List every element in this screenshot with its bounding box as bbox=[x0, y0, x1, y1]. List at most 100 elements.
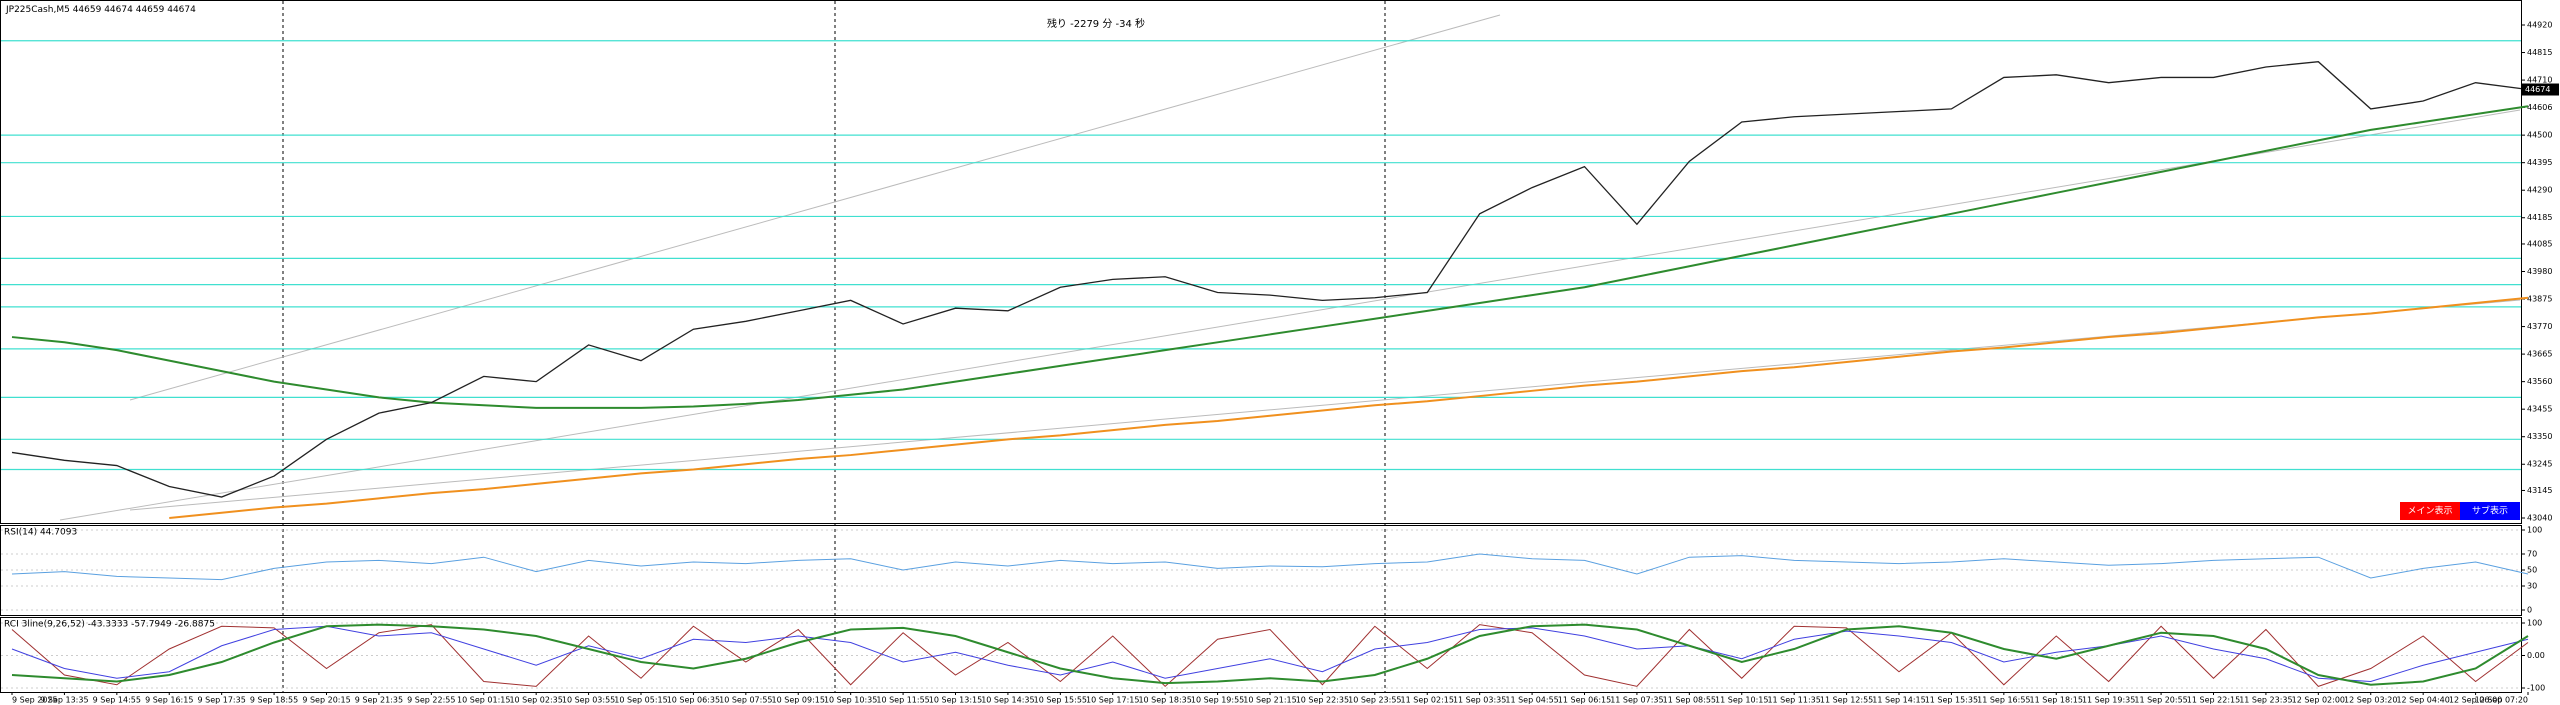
rci-line bbox=[11, 623, 2529, 686]
high: 44674 bbox=[104, 5, 133, 15]
x-tick-label: 9 Sep 20:15 bbox=[302, 696, 350, 705]
y-tick-label: 44185 bbox=[2527, 213, 2552, 222]
x-tick-label: 10 Sep 02:35 bbox=[509, 696, 562, 705]
dynamic: 44920 44815 44710 44606 44500 44395 44290 44185… bbox=[1, 21, 2559, 705]
rsi-label: RSI(14) 44.7093 bbox=[4, 528, 77, 538]
x-tick-label: 10 Sep 09:15 bbox=[772, 696, 825, 705]
y-tick-label: 100 bbox=[2527, 619, 2542, 628]
y-tick-label: 43770 bbox=[2527, 322, 2552, 331]
x-tick-label: 10 Sep 05:15 bbox=[614, 696, 667, 705]
main-button-label[interactable]: メイン表示 bbox=[2407, 505, 2452, 517]
y-tick-label: 43875 bbox=[2527, 295, 2552, 304]
x-tick-label: 11 Sep 20:55 bbox=[2134, 696, 2187, 705]
x-tick-label: 10 Sep 10:35 bbox=[824, 696, 877, 705]
current-price-box bbox=[2521, 83, 2559, 96]
y-tick-label: 43350 bbox=[2527, 432, 2552, 441]
main-button[interactable] bbox=[2400, 502, 2460, 520]
x-tick-label: 10 Sep 11:55 bbox=[876, 696, 929, 705]
x-tick-label: 10 Sep 23:55 bbox=[1348, 696, 1401, 705]
y-tick-label: 44085 bbox=[2527, 239, 2552, 248]
x-tick-label: 11 Sep 18:15 bbox=[2030, 696, 2083, 705]
x-tick-label: 9 Sep 18:55 bbox=[250, 696, 298, 705]
x-tick-label: 10 Sep 19:55 bbox=[1191, 696, 1244, 705]
x-tick-label: 11 Sep 06:15 bbox=[1558, 696, 1611, 705]
y-tick-label: 43665 bbox=[2527, 350, 2552, 359]
x-tick-label: 9 Sep 21:35 bbox=[355, 696, 403, 705]
sub-button-label[interactable]: サブ表示 bbox=[2472, 505, 2508, 517]
x-tick-label: 11 Sep 10:15 bbox=[1715, 696, 1768, 705]
x-tick-label: 10 Sep 17:15 bbox=[1086, 696, 1139, 705]
trendline bbox=[129, 14, 1501, 401]
y-tick-label: 44500 bbox=[2527, 131, 2552, 140]
close: 44674 bbox=[167, 5, 196, 15]
y-tick-label: 43980 bbox=[2527, 267, 2552, 276]
x-tick-label: 12 Sep 03:20 bbox=[2344, 696, 2397, 705]
x-tick-label: 10 Sep 22:35 bbox=[1296, 696, 1349, 705]
y-tick-label: 43145 bbox=[2527, 486, 2552, 495]
sub-button[interactable] bbox=[2460, 502, 2520, 520]
main-panel bbox=[0, 0, 2522, 524]
x-tick-label: 10 Sep 03:55 bbox=[562, 696, 615, 705]
y-tick-label: 100 bbox=[2527, 526, 2542, 535]
x-tick-label: 9 Sep 13:35 bbox=[40, 696, 88, 705]
x-tick-label: 11 Sep 08:55 bbox=[1663, 696, 1716, 705]
y-tick-label: 44606 bbox=[2527, 103, 2552, 112]
rci-line bbox=[11, 624, 2529, 688]
x-tick-label: 10 Sep 06:35 bbox=[667, 696, 720, 705]
x-tick-label: 11 Sep 04:55 bbox=[1505, 696, 1558, 705]
x-tick-label: 11 Sep 11:35 bbox=[1767, 696, 1820, 705]
price-line bbox=[11, 61, 2529, 498]
open: 44659 bbox=[73, 5, 102, 15]
y-tick-label: 43040 bbox=[2527, 514, 2552, 523]
x-tick-label: 11 Sep 07:35 bbox=[1610, 696, 1663, 705]
y-tick-label: -100 bbox=[2527, 684, 2545, 693]
y-tick-label: 44920 bbox=[2527, 21, 2552, 30]
current-price: 44674 bbox=[2525, 85, 2550, 94]
x-tick-label: 11 Sep 15:35 bbox=[1925, 696, 1978, 705]
x-tick-label: 10 Sep 14:35 bbox=[981, 696, 1034, 705]
countdown: 残り -2279 分 -34 秒 bbox=[1047, 17, 1145, 30]
y-tick-label: 30 bbox=[2527, 582, 2537, 591]
x-tick-label: 9 Sep 2025 bbox=[12, 696, 58, 705]
trendline bbox=[129, 299, 2521, 511]
rci-label: RCI 3line(9,26,52) -43.3333 -57.7949 -26… bbox=[4, 620, 215, 630]
x-tick-label: 12 Sep 06:00 bbox=[2449, 696, 2502, 705]
x-tick-label: 9 Sep 22:55 bbox=[407, 696, 455, 705]
x-tick-label: 10 Sep 01:15 bbox=[457, 696, 510, 705]
x-tick-label: 11 Sep 16:55 bbox=[1977, 696, 2030, 705]
x-tick-label: 9 Sep 16:15 bbox=[145, 696, 193, 705]
y-tick-label: 43245 bbox=[2527, 460, 2552, 469]
y-tick-label: 43455 bbox=[2527, 405, 2552, 414]
trendlines bbox=[59, 14, 2521, 521]
x-tick-label: 12 Sep 02:00 bbox=[2292, 696, 2345, 705]
low: 44659 bbox=[136, 5, 165, 15]
day-separators bbox=[282, 1, 1386, 692]
x-tick-label: 10 Sep 15:55 bbox=[1034, 696, 1087, 705]
chart-header: JP225Cash,M5 44659 44674 44659 44674 bbox=[5, 5, 196, 15]
y-tick-label: 44815 bbox=[2527, 48, 2552, 57]
x-tick-label: 11 Sep 03:35 bbox=[1453, 696, 1506, 705]
x-tick-label: 10 Sep 21:15 bbox=[1243, 696, 1296, 705]
ma-orange bbox=[169, 296, 2529, 519]
x-tick-label: 11 Sep 19:35 bbox=[2082, 696, 2135, 705]
y-tick-label: 0 bbox=[2527, 606, 2532, 615]
x-tick-label: 11 Sep 02:15 bbox=[1401, 696, 1454, 705]
x-tick-label: 11 Sep 14:15 bbox=[1872, 696, 1925, 705]
y-tick-label: 70 bbox=[2527, 550, 2537, 559]
x-tick-label: 11 Sep 12:55 bbox=[1820, 696, 1873, 705]
trendline bbox=[59, 109, 2521, 521]
x-tick-label: 11 Sep 23:35 bbox=[2239, 696, 2292, 705]
x-tick-label: 12 Sep 07:20 bbox=[2475, 696, 2528, 705]
y-tick-label: 44710 bbox=[2527, 76, 2552, 85]
x-tick-label: 10 Sep 07:55 bbox=[719, 696, 772, 705]
rsi-line bbox=[11, 553, 2529, 581]
y-tick-label: 44290 bbox=[2527, 186, 2552, 195]
x-tick-label: 10 Sep 13:15 bbox=[929, 696, 982, 705]
y-tick-label: 0.00 bbox=[2527, 651, 2545, 660]
x-tick-label: 10 Sep 18:35 bbox=[1138, 696, 1191, 705]
y-tick-label: 44395 bbox=[2527, 158, 2552, 167]
symbol: JP225Cash,M5 bbox=[5, 5, 70, 15]
y-tick-label: 43560 bbox=[2527, 377, 2552, 386]
